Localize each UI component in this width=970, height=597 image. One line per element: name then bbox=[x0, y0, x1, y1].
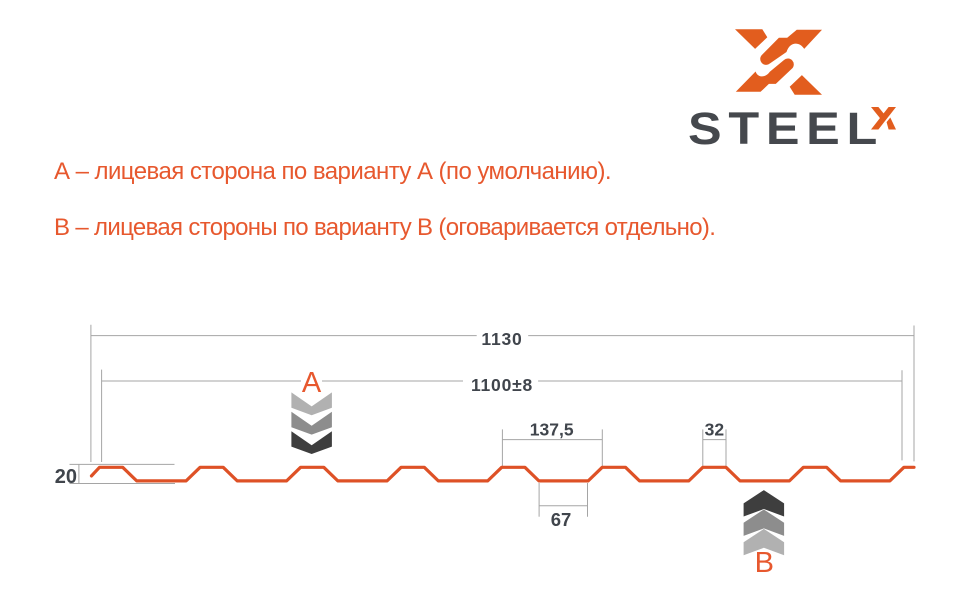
svg-text:137,5: 137,5 bbox=[530, 420, 574, 440]
svg-text:1100±8: 1100±8 bbox=[471, 375, 533, 395]
svg-text:1130: 1130 bbox=[481, 329, 522, 349]
svg-text:A: A bbox=[302, 367, 322, 399]
svg-text:67: 67 bbox=[551, 509, 572, 530]
svg-text:20: 20 bbox=[55, 466, 77, 488]
svg-text:32: 32 bbox=[705, 420, 725, 440]
svg-text:B: B bbox=[755, 547, 774, 579]
